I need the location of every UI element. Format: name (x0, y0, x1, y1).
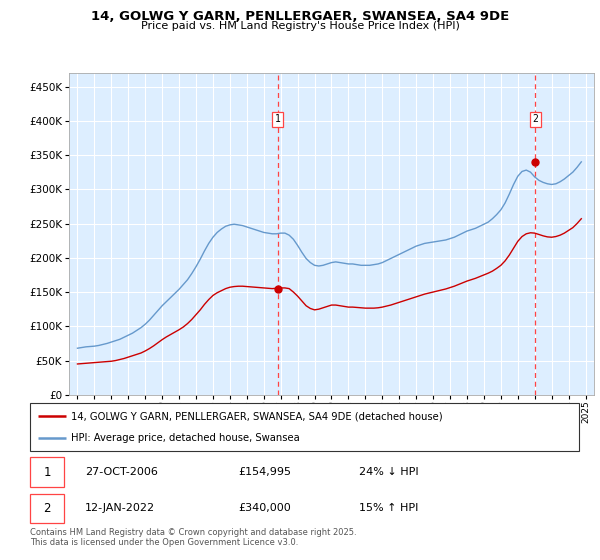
Text: Contains HM Land Registry data © Crown copyright and database right 2025.
This d: Contains HM Land Registry data © Crown c… (30, 528, 356, 547)
Text: 15% ↑ HPI: 15% ↑ HPI (359, 503, 419, 514)
Text: 14, GOLWG Y GARN, PENLLERGAER, SWANSEA, SA4 9DE: 14, GOLWG Y GARN, PENLLERGAER, SWANSEA, … (91, 10, 509, 23)
Text: £154,995: £154,995 (239, 467, 292, 477)
Text: 27-OCT-2006: 27-OCT-2006 (85, 467, 158, 477)
Text: 24% ↓ HPI: 24% ↓ HPI (359, 467, 419, 477)
Text: 1: 1 (43, 465, 51, 479)
Text: 2: 2 (43, 502, 51, 515)
Text: 12-JAN-2022: 12-JAN-2022 (85, 503, 155, 514)
Text: HPI: Average price, detached house, Swansea: HPI: Average price, detached house, Swan… (71, 433, 300, 443)
FancyBboxPatch shape (30, 403, 579, 451)
Text: 1: 1 (275, 114, 281, 124)
Text: Price paid vs. HM Land Registry's House Price Index (HPI): Price paid vs. HM Land Registry's House … (140, 21, 460, 31)
FancyBboxPatch shape (30, 458, 64, 487)
Text: £340,000: £340,000 (239, 503, 292, 514)
Text: 14, GOLWG Y GARN, PENLLERGAER, SWANSEA, SA4 9DE (detached house): 14, GOLWG Y GARN, PENLLERGAER, SWANSEA, … (71, 411, 443, 421)
Text: 2: 2 (532, 114, 538, 124)
FancyBboxPatch shape (30, 494, 64, 523)
